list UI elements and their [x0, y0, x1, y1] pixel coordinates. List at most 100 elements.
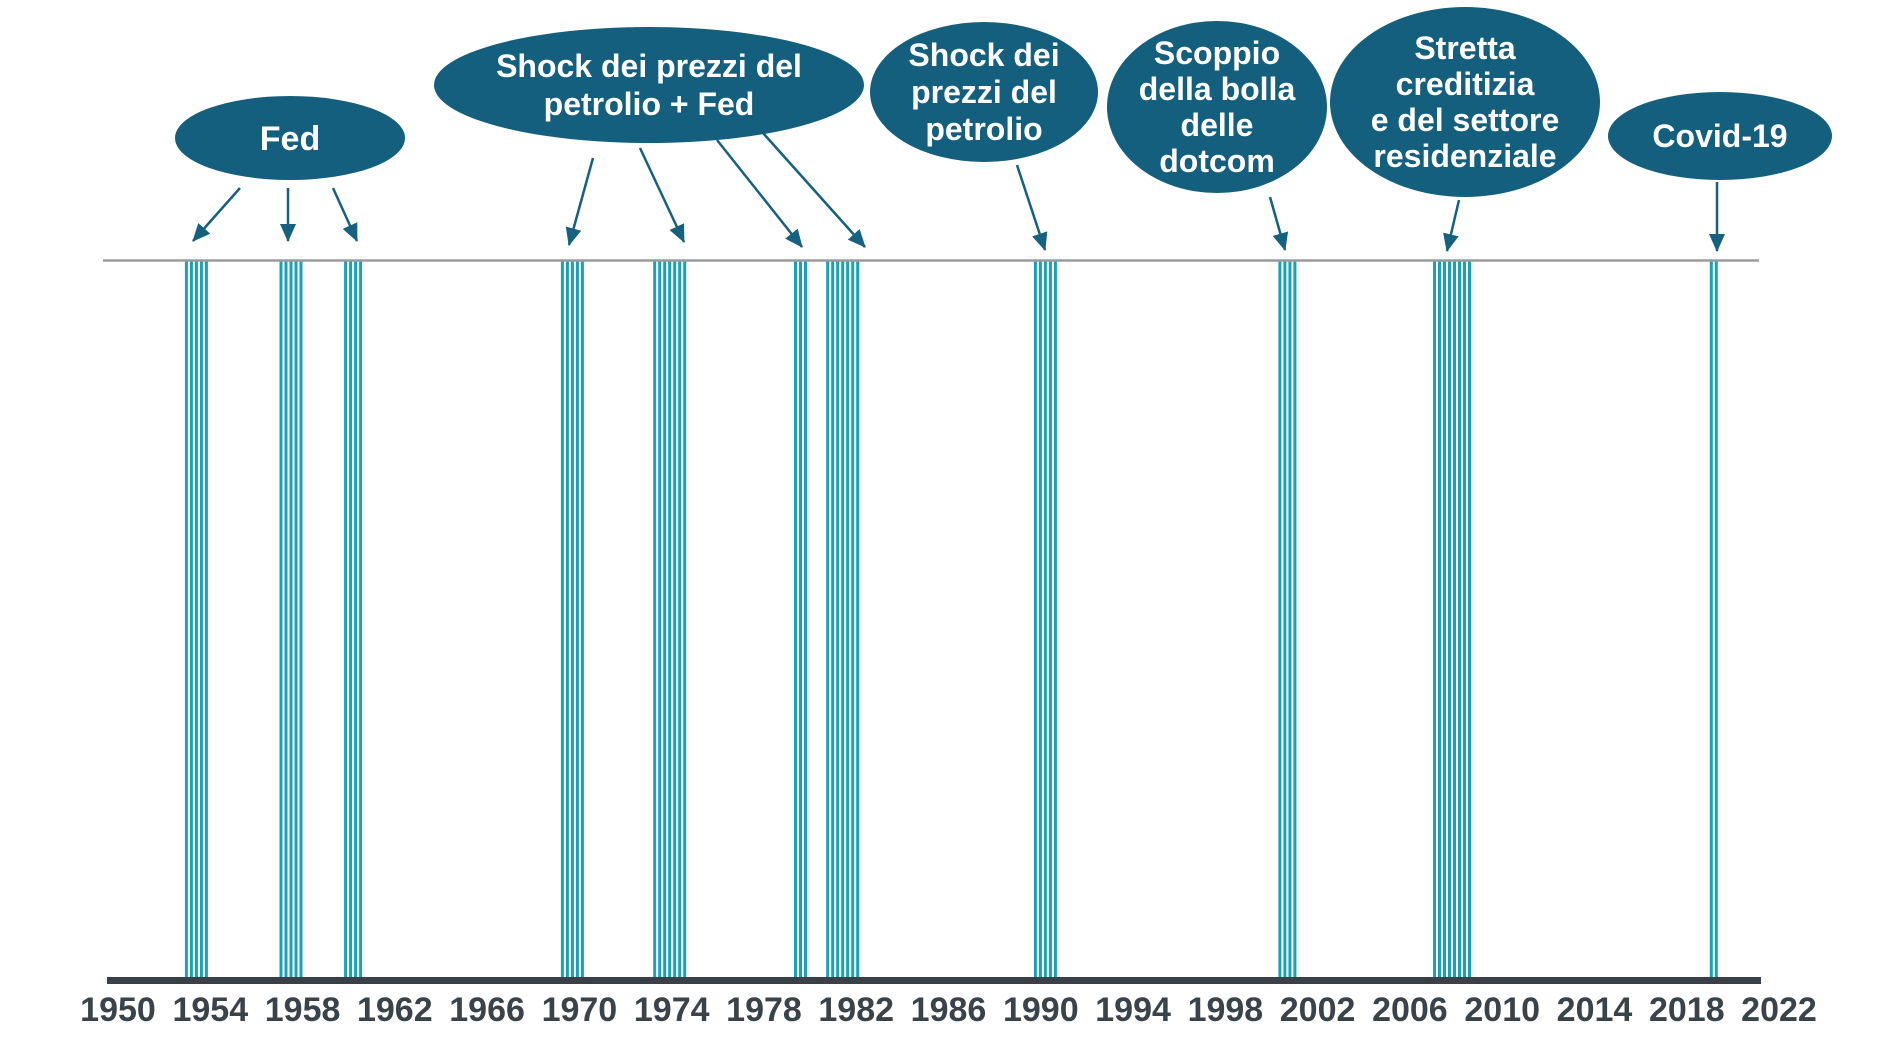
x-axis-layer: 1950 1954 1958 1962 1966 1970 1974 1978 1982 1986…	[80, 977, 1817, 1029]
recession-bar-10	[1709, 261, 1718, 977]
axis-tick-label: 1982	[818, 991, 894, 1029]
axis-tick-label: 2018	[1649, 991, 1725, 1029]
recession-bar-stripe	[349, 261, 353, 977]
recession-bar-stripe	[189, 261, 193, 977]
annotation-arrow	[331, 187, 359, 242]
annotation-arrow	[716, 139, 803, 248]
recession-bar-9	[1433, 261, 1471, 977]
recession-bar-stripe	[279, 261, 283, 977]
recession-bar-stripe	[841, 261, 845, 977]
recession-bar-stripe	[565, 261, 569, 977]
annotation-arrow	[1268, 196, 1289, 251]
axis-tick-label: 2006	[1372, 991, 1448, 1029]
recession-bar-stripe	[284, 261, 288, 977]
annotation-arrow	[1443, 199, 1461, 252]
recession-bar-stripe	[194, 261, 198, 977]
recession-bar-3	[560, 261, 584, 977]
recession-bar-stripe	[1443, 261, 1446, 977]
annotation-ellipse	[1608, 92, 1832, 180]
annotation-ellipse	[1107, 21, 1327, 193]
recession-bar-stripe	[831, 261, 835, 977]
recession-bar-stripe	[836, 261, 840, 977]
annotation-bubble-0: Fed	[175, 96, 405, 180]
axis-tick-label: 1978	[726, 991, 802, 1029]
annotation-ellipse	[870, 22, 1098, 162]
arrows-layer	[192, 132, 1725, 252]
axis-tick-label: 1990	[1003, 991, 1079, 1029]
annotation-bubble-4: Stretta creditizia e del settore residenzia…	[1330, 7, 1600, 197]
recession-bar-stripe	[856, 261, 860, 977]
axis-tick-label: 1954	[172, 991, 248, 1029]
recession-bar-stripe	[1463, 261, 1466, 977]
recession-bar-stripe	[668, 261, 672, 977]
recession-bar-stripe	[846, 261, 850, 977]
annotation-label: Scoppio della bolla delle dotcom	[1139, 35, 1296, 179]
recession-bar-8	[1278, 261, 1297, 977]
recession-bar-stripe	[653, 261, 657, 977]
recession-bar-stripe	[683, 261, 687, 977]
annotation-arrow	[192, 187, 241, 242]
axis-tick-label: 1970	[542, 991, 618, 1029]
recession-bar-stripe	[1053, 261, 1057, 977]
axis-tick-label: 2002	[1280, 991, 1356, 1029]
recession-bar-stripe	[289, 261, 293, 977]
recession-bar-stripe	[359, 261, 363, 977]
recession-bar-stripe	[1453, 261, 1456, 977]
recession-bar-stripe	[344, 261, 348, 977]
annotation-ellipse	[434, 27, 864, 143]
recession-bar-stripe	[560, 261, 564, 977]
annotation-ellipse	[1330, 7, 1600, 197]
axis-tick-label: 1994	[1095, 991, 1171, 1029]
annotation-arrow	[638, 147, 686, 243]
axis-tick-label: 1986	[911, 991, 987, 1029]
recession-bar-stripe	[658, 261, 662, 977]
recession-bar-stripe	[663, 261, 667, 977]
annotation-bubble-1: Shock dei prezzi del petrolio + Fed	[434, 27, 864, 143]
recession-bar-stripe	[184, 261, 188, 977]
recession-bar-stripe	[1283, 261, 1287, 977]
recession-bar-stripe	[1438, 261, 1441, 977]
annotation-label: Shock dei prezzi del petrolio + Fed	[496, 48, 802, 122]
recession-bar-stripe	[673, 261, 677, 977]
axis-tick-label: 1998	[1188, 991, 1264, 1029]
recession-bar-stripe	[799, 261, 802, 977]
recession-bar-stripe	[851, 261, 855, 977]
axis-tick-label: 1974	[634, 991, 710, 1029]
annotation-arrow	[1015, 164, 1048, 251]
annotation-label: Covid-19	[1652, 118, 1787, 154]
recession-bar-stripe	[1433, 261, 1436, 977]
recession-bar-1	[279, 261, 303, 977]
recession-bar-stripe	[294, 261, 298, 977]
recession-bar-stripe	[678, 261, 682, 977]
axis-tick-label: 2022	[1741, 991, 1817, 1029]
recession-bar-stripe	[1038, 261, 1042, 977]
recession-bar-stripe	[1709, 261, 1713, 977]
annotation-bubble-5: Covid-19	[1608, 92, 1832, 180]
recession-bar-stripe	[1293, 261, 1297, 977]
recession-bar-2	[344, 261, 363, 977]
recession-bar-stripe	[580, 261, 584, 977]
recession-bar-7	[1033, 261, 1057, 977]
recession-bar-5	[794, 261, 807, 977]
annotation-label: Fed	[260, 120, 320, 158]
axis-tick-label: 1966	[449, 991, 525, 1029]
recession-bar-stripe	[1448, 261, 1451, 977]
recession-bar-stripe	[575, 261, 579, 977]
annotation-arrow	[565, 157, 595, 246]
axis-tick-label: 2010	[1464, 991, 1540, 1029]
recession-bar-stripe	[1033, 261, 1037, 977]
annotation-ellipse	[175, 96, 405, 180]
recession-bar-stripe	[299, 261, 303, 977]
annotation-bubble-2: Shock dei prezzi del petrolio	[870, 22, 1098, 162]
recession-bar-stripe	[1288, 261, 1292, 977]
recession-bar-stripe	[1278, 261, 1282, 977]
recession-bar-stripe	[1458, 261, 1461, 977]
recession-bar-6	[826, 261, 860, 977]
recession-bar-stripe	[199, 261, 203, 977]
annotation-arrow	[762, 132, 866, 248]
recession-bar-stripe	[1714, 261, 1718, 977]
recession-bar-stripe	[204, 261, 208, 977]
bubbles-layer: Fed Shock dei prezzi del petrolio + Fed Sho…	[175, 7, 1832, 197]
recession-bar-stripe	[794, 261, 797, 977]
